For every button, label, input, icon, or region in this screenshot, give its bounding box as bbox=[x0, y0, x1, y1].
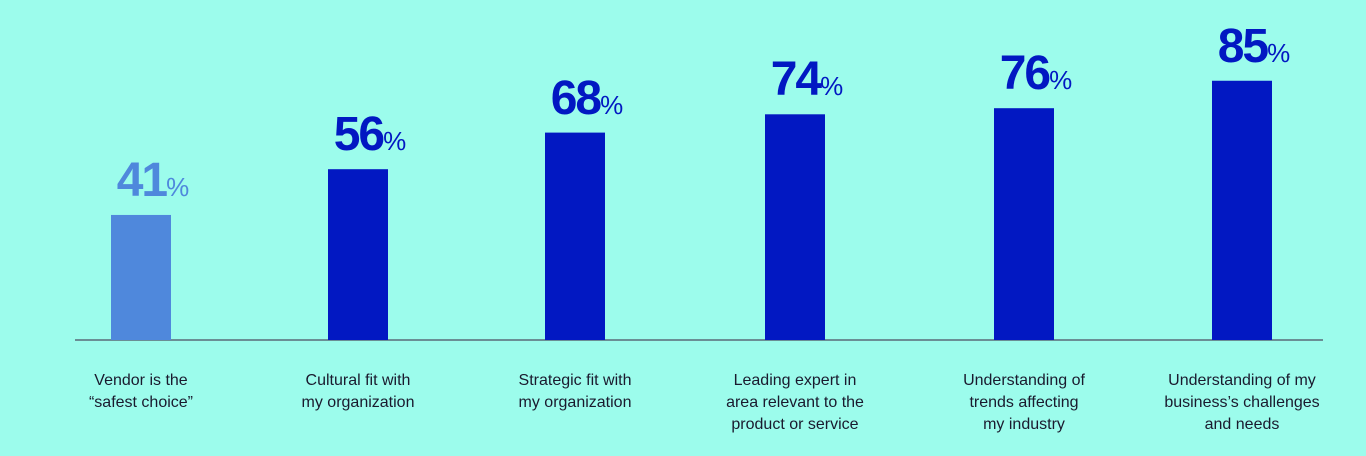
bar-3 bbox=[545, 132, 605, 340]
value-number: 76 bbox=[999, 47, 1051, 101]
value-unit: % bbox=[166, 171, 190, 202]
bar-5 bbox=[994, 108, 1054, 340]
value-unit: % bbox=[1267, 37, 1291, 68]
bar-6 bbox=[1212, 80, 1272, 340]
value-label-4: 74% bbox=[707, 52, 907, 107]
value-number: 85 bbox=[1217, 19, 1269, 73]
category-label-3: Strategic fit with my organization bbox=[518, 372, 632, 411]
bar-4 bbox=[765, 114, 825, 340]
value-unit: % bbox=[383, 126, 407, 157]
value-label-3: 68% bbox=[487, 71, 687, 126]
value-label-2: 56% bbox=[270, 107, 470, 162]
category-label-5: Understanding of trends affecting my ind… bbox=[963, 372, 1085, 433]
value-number: 74 bbox=[770, 53, 822, 107]
value-label-6: 85% bbox=[1154, 19, 1354, 74]
value-unit: % bbox=[820, 71, 844, 102]
value-number: 41 bbox=[116, 153, 168, 207]
bar-1 bbox=[111, 214, 171, 340]
category-label-1: Vendor is the “safest choice” bbox=[88, 372, 194, 411]
value-label-5: 76% bbox=[936, 46, 1136, 101]
value-number: 68 bbox=[550, 71, 602, 125]
value-unit: % bbox=[600, 89, 624, 120]
value-number: 56 bbox=[333, 108, 385, 162]
value-label-1: 41% bbox=[53, 153, 253, 208]
category-label-4: Leading expert in area relevant to the p… bbox=[726, 372, 864, 433]
category-label-2: Cultural fit with my organization bbox=[301, 372, 415, 411]
bar-2 bbox=[328, 169, 388, 340]
value-unit: % bbox=[1049, 65, 1073, 96]
category-label-6: Understanding of my business’s challenge… bbox=[1164, 372, 1320, 433]
